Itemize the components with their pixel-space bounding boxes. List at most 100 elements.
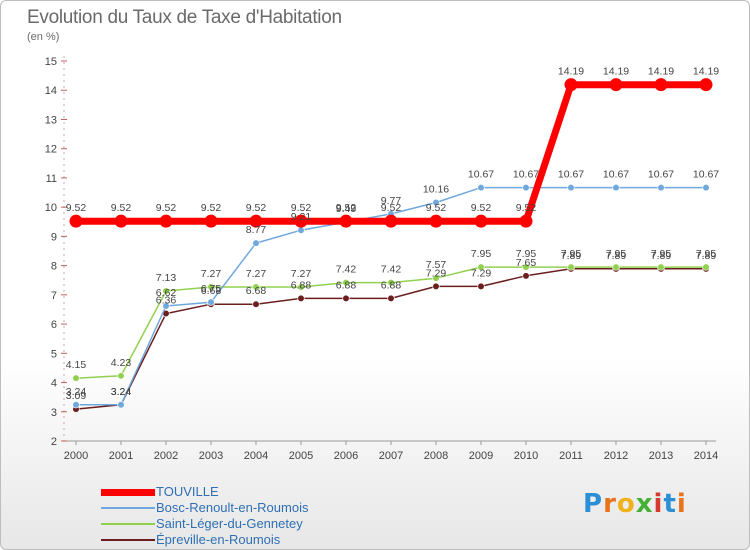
data-point: [384, 214, 398, 228]
legend-label-epreville: Épreville-en-Roumois: [156, 532, 281, 547]
data-label: 10.67: [558, 169, 584, 181]
data-label: 9.52: [246, 202, 267, 214]
data-label: 7.13: [156, 272, 177, 284]
data-point: [117, 401, 125, 409]
chart-title: Evolution du Taux de Taxe d'Habitation: [27, 7, 342, 28]
data-label: 7.29: [471, 267, 492, 279]
data-point: [72, 401, 80, 409]
data-point: [252, 300, 260, 308]
data-point: [567, 183, 575, 192]
logo-letter: x: [635, 489, 654, 519]
x-tick-label: 2010: [514, 450, 538, 462]
data-point: [162, 287, 170, 295]
y-tick-label: 12: [45, 144, 57, 156]
data-point: [69, 214, 83, 228]
x-tick-label: 2012: [604, 450, 628, 462]
data-point: [657, 183, 665, 192]
data-label: 7.95: [651, 248, 672, 260]
data-label: 4.15: [66, 359, 87, 371]
x-tick-label: 2001: [109, 450, 133, 462]
proxiti-logo: Proxiti: [583, 489, 687, 519]
data-label: 9.77: [381, 195, 402, 207]
data-point: [159, 214, 173, 228]
data-label: 6.68: [201, 285, 222, 297]
x-tick-label: 2008: [424, 450, 448, 462]
data-point: [477, 263, 485, 271]
data-point: [72, 374, 80, 382]
data-label: 6.68: [246, 285, 267, 297]
data-label: 7.27: [246, 268, 267, 280]
y-tick-label: 15: [45, 56, 57, 68]
data-point: [432, 274, 440, 282]
x-tick-label: 2003: [199, 450, 223, 462]
data-label: 9.52: [336, 202, 357, 214]
logo-letter: o: [616, 489, 636, 519]
y-tick-label: 9: [51, 231, 57, 243]
data-point: [114, 214, 128, 228]
data-label: 10.67: [468, 169, 494, 181]
legend-label-touville: TOUVILLE: [156, 484, 219, 499]
y-tick-label: 4: [51, 378, 57, 390]
data-point: [294, 214, 308, 228]
data-point: [432, 282, 440, 290]
y-tick-label: 11: [46, 173, 57, 185]
legend-swatch-epreville: [101, 539, 155, 541]
data-label: 6.36: [156, 295, 177, 307]
data-label: 7.95: [561, 248, 582, 260]
x-tick-label: 2014: [694, 450, 718, 462]
logo-letter: r: [603, 489, 617, 519]
y-tick-label: 2: [51, 436, 57, 448]
logo-letter: t: [663, 489, 677, 519]
data-point: [207, 298, 215, 306]
data-label: 3.09: [66, 390, 87, 402]
data-point: [519, 214, 533, 228]
y-tick-label: 5: [51, 348, 57, 360]
data-label: 9.52: [291, 202, 312, 214]
data-label: 10.67: [648, 169, 674, 181]
data-point: [387, 294, 395, 302]
data-label: 9.52: [471, 202, 492, 214]
data-label: 10.67: [603, 169, 629, 181]
data-point: [249, 214, 263, 228]
data-label: 7.95: [606, 248, 627, 260]
legend-swatch-touville: [101, 489, 155, 496]
data-point: [522, 183, 530, 192]
data-label: 14.19: [603, 66, 629, 78]
data-label: 9.21: [291, 211, 312, 223]
data-point: [339, 214, 353, 228]
data-label: 9.52: [156, 202, 177, 214]
data-label: 7.89: [696, 250, 717, 262]
data-point: [477, 183, 485, 192]
data-point: [252, 283, 260, 291]
logo-letter: i: [676, 489, 687, 519]
data-point: [117, 372, 125, 380]
data-label: 9.52: [111, 202, 132, 214]
y-tick-label: 13: [45, 114, 57, 126]
data-label: 7.95: [471, 248, 492, 260]
data-label: 7.95: [516, 248, 537, 260]
data-label: 14.19: [693, 66, 719, 78]
data-label: 9.52: [201, 202, 222, 214]
chart-subtitle: (en %): [27, 31, 60, 43]
data-point: [522, 263, 530, 271]
data-point: [477, 282, 485, 290]
data-label: 9.52: [381, 202, 402, 214]
x-tick-label: 2007: [379, 450, 403, 462]
y-tick-label: 7: [51, 290, 57, 302]
y-tick-label: 6: [51, 319, 57, 331]
y-tick-label: 14: [45, 85, 57, 97]
data-point: [702, 183, 710, 192]
data-point: [204, 214, 218, 228]
data-point: [654, 78, 668, 92]
data-label: 10.67: [513, 169, 539, 181]
data-label: 10.67: [693, 169, 719, 181]
x-tick-label: 2005: [289, 450, 313, 462]
x-tick-label: 2006: [334, 450, 358, 462]
data-label: 9.52: [66, 202, 87, 214]
data-point: [612, 183, 620, 192]
data-label: 7.65: [516, 257, 537, 269]
data-label: 7.57: [426, 259, 447, 271]
x-tick-label: 2004: [244, 450, 268, 462]
